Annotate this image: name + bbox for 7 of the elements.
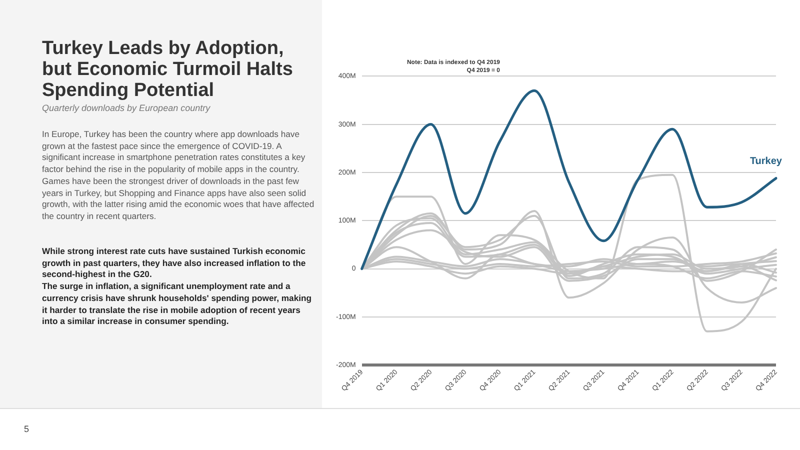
text: 5 [24, 424, 30, 434]
text: Turkey Leads by Adoption, but Economic Turmoil Halts Spending Potential [42, 38, 294, 101]
text: While strong interest rate cuts have sustained Turkish economic growth in past quarters, they have also increased inflation to the second-highest in the G20. [42, 246, 307, 282]
text: In Europe, Turkey has been the country where app downloads have grown at the fastest pace since the emergence of COVID-19. A significant increase in smartphone penetration rates constitutes a key factor behind the rise in the popularity of mobile apps in the country. Games have been the strongest driver of downloads in the past few years in Turkey, but Shopping and Finance apps have also seen solid growth, with the latter rising amid the economic woes that have affected the country in recent quarters. [42, 129, 316, 223]
series-label: Turkey [750, 156, 782, 168]
text: The surge in inflation, a significant unemployment rate and a currency crisis have shrunk households' spending power, making it harder to translate the rise in mobile adoption of recent years into a similar increase in consumer spending. [42, 281, 312, 328]
text: Quarterly downloads by European country [42, 103, 212, 113]
